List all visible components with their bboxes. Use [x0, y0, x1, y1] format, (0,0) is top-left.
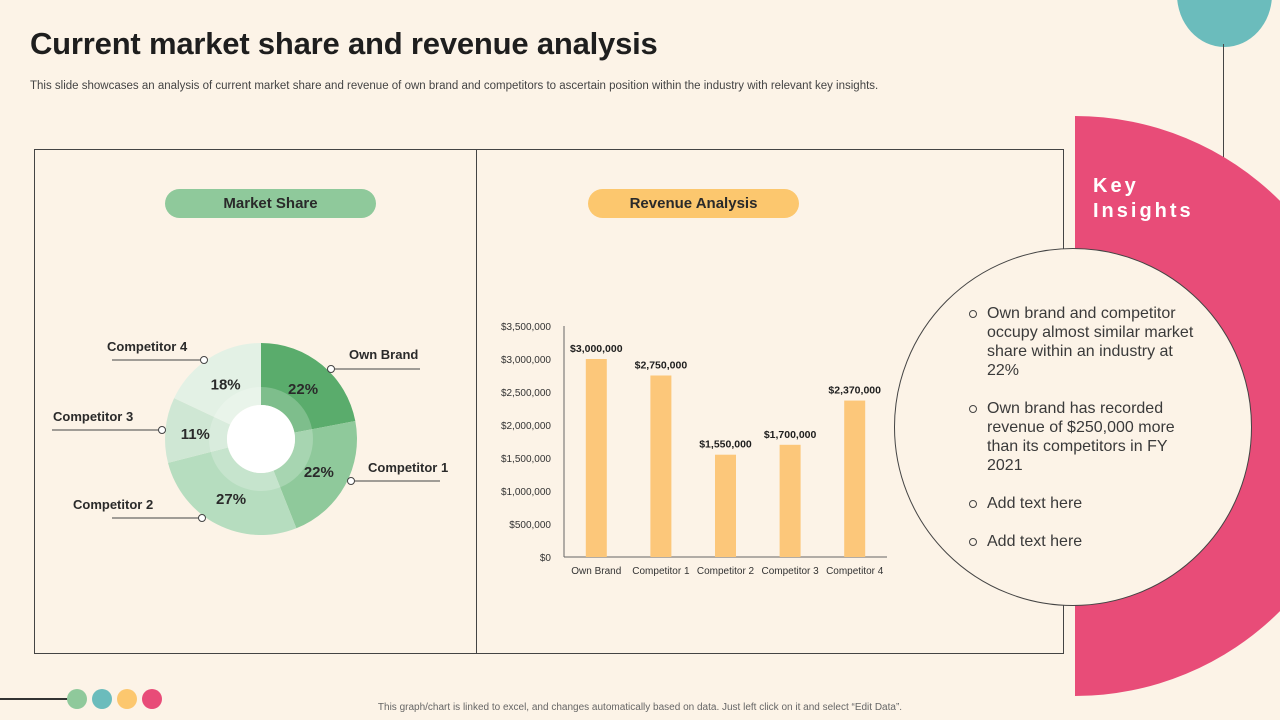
bar-data-label: $2,370,000 [828, 385, 881, 397]
green-dot [67, 689, 87, 709]
revenue-bar [844, 400, 866, 557]
key-insights-title: Key Insights [1093, 174, 1194, 224]
donut-slice [164, 398, 231, 463]
donut-category-label: Own Brand [349, 347, 418, 362]
donut-slice [174, 343, 261, 425]
y-tick-label: $1,000,000 [501, 487, 551, 498]
x-category-label: Competitor 4 [826, 566, 884, 577]
donut-percent-label: 27% [216, 491, 246, 508]
leader-dot [158, 426, 166, 434]
revenue-analysis-pill: Revenue Analysis [588, 189, 799, 218]
footer-line [0, 698, 78, 700]
yellow-dot [117, 689, 137, 709]
y-tick-label: $3,000,000 [501, 355, 551, 366]
donut-hole [227, 405, 295, 473]
market-share-pill: Market Share [165, 189, 376, 218]
y-tick-label: $2,000,000 [501, 421, 551, 432]
teal-dot [92, 689, 112, 709]
revenue-bar-chart: $0 $500,000 $1,000,000 $1,500,000 $2,000,000… [501, 322, 887, 577]
donut-slice [261, 343, 356, 433]
insight-item: Own brand has recorded revenue of $250,0… [967, 399, 1197, 475]
insights-circle [894, 248, 1252, 606]
donut-slice [168, 447, 297, 535]
page-subtitle: This slide showcases an analysis of curr… [30, 80, 879, 92]
pink-dot [142, 689, 162, 709]
donut-percent-label: 22% [288, 381, 318, 398]
y-tick-label: $3,500,000 [501, 322, 551, 333]
leader-dot [198, 514, 206, 522]
donut-category-label: Competitor 3 [53, 409, 133, 424]
bar-data-label: $3,000,000 [570, 343, 623, 355]
donut-percent-label: 18% [211, 376, 241, 393]
revenue-bar [715, 454, 736, 557]
y-tick-label: $500,000 [509, 520, 551, 531]
decor-vertical-line [1223, 44, 1224, 184]
footer-note: This graph/chart is linked to excel, and… [377, 702, 903, 713]
leader-dot [327, 365, 335, 373]
x-category-label: Competitor 2 [697, 566, 755, 577]
leader-dot [200, 356, 208, 364]
y-tick-label: $2,500,000 [501, 388, 551, 399]
donut-percent-label: 22% [304, 464, 334, 481]
y-tick-label: $1,500,000 [501, 454, 551, 465]
donut-slice [273, 421, 358, 529]
revenue-bar [779, 444, 801, 557]
key-insights-title-line2: Insights [1093, 200, 1194, 222]
donut-category-label: Competitor 2 [73, 497, 153, 512]
bar-data-label: $1,700,000 [764, 429, 817, 441]
market-share-donut-chart: 22% 22% 27% 11% 18% Own Brand Competitor 1 Comp… [52, 339, 448, 535]
key-insights-title-line1: Key [1093, 175, 1139, 197]
y-tick-label: $0 [540, 553, 552, 564]
revenue-bar [585, 359, 607, 557]
insights-list: Own brand and competitor occupy almost s… [967, 304, 1197, 570]
insight-item: Add text here [967, 532, 1197, 551]
insight-item: Add text here [967, 494, 1197, 513]
bar-data-label: $2,750,000 [635, 360, 688, 372]
donut-percent-label: 11% [181, 426, 210, 443]
leader-dot [347, 477, 355, 485]
donut-category-label: Competitor 4 [107, 339, 188, 354]
insight-item: Own brand and competitor occupy almost s… [967, 304, 1197, 380]
bar-data-label: $1,550,000 [699, 439, 752, 451]
donut-category-label: Competitor 1 [368, 460, 448, 475]
x-category-label: Own Brand [571, 566, 621, 577]
revenue-bar [650, 375, 672, 557]
page-title: Current market share and revenue analysi… [30, 26, 658, 61]
x-category-label: Competitor 1 [632, 566, 690, 577]
panel-divider [476, 149, 477, 654]
x-category-label: Competitor 3 [761, 566, 819, 577]
